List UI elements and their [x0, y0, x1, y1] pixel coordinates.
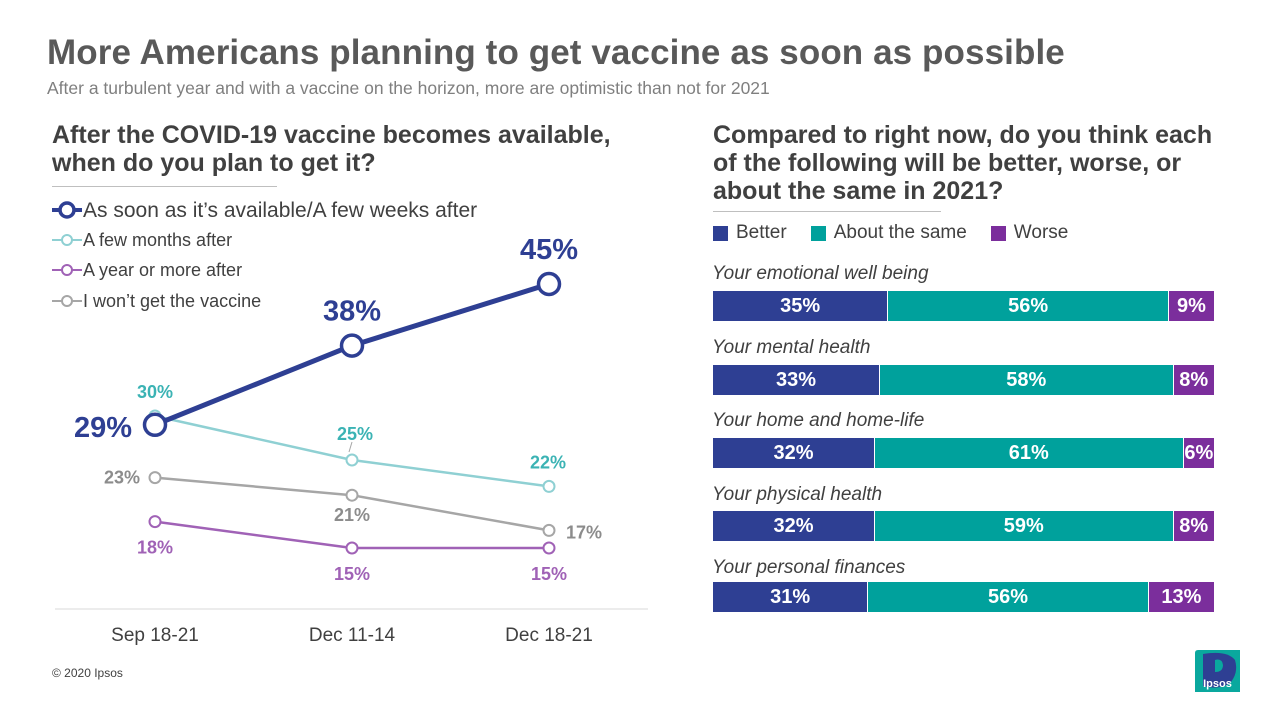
data-point [345, 541, 359, 555]
legend-label: As soon as it’s available/A few weeks af… [83, 199, 477, 222]
line-chart-title: After the COVID-19 vaccine becomes avail… [52, 121, 611, 177]
bar-row: 31% 56% 13% [713, 582, 1214, 612]
legend-marker [61, 264, 73, 276]
data-point [148, 515, 162, 529]
legend-label: I won’t get the vaccine [83, 291, 261, 311]
x-tick-label: Dec 11-14 [309, 625, 396, 646]
data-point [345, 488, 359, 502]
data-label: 23% [104, 468, 140, 488]
bar-segment-worse: 6% [1183, 438, 1214, 468]
bar-segment-about-the-same: 58% [880, 365, 1174, 395]
data-label: 18% [137, 538, 173, 558]
bar-segment-about-the-same: 59% [874, 511, 1174, 541]
data-label: 22% [530, 452, 566, 472]
copyright: © 2020 Ipsos [52, 666, 123, 680]
line-chart-title-rule [52, 186, 277, 187]
legend-label: About the same [833, 222, 967, 243]
bar-segment-better: 33% [713, 365, 880, 395]
legend-label: Better [736, 222, 787, 243]
category-label: Your emotional well being [712, 263, 929, 284]
legend-label: A year or more after [83, 260, 242, 280]
legend-marker [61, 295, 73, 307]
legend-item-4: I won’t get the vaccine [52, 291, 261, 311]
legend-item-2: A few months after [52, 230, 232, 250]
data-label: 25% [337, 424, 373, 444]
bar-row: 33% 58% 8% [713, 365, 1214, 395]
bar-segment-worse: 8% [1173, 511, 1214, 541]
legend-item-1: As soon as it’s available/A few weeks af… [52, 199, 477, 222]
category-label: Your personal finances [712, 557, 906, 578]
data-point [542, 541, 556, 555]
data-label: 30% [137, 382, 173, 402]
bar-segment-about-the-same: 56% [868, 582, 1149, 612]
bar-row: 32% 59% 8% [713, 511, 1214, 541]
line-chart: As soon as it’s available/A few weeks af… [52, 199, 648, 646]
bar-chart-legend: Better About the same Worse [713, 222, 1068, 244]
data-label: 45% [520, 234, 578, 266]
legend-label: A few months after [83, 230, 232, 250]
data-label: 21% [334, 505, 370, 525]
data-point [142, 412, 168, 438]
legend-item-3: A year or more after [52, 260, 242, 280]
legend-marker [58, 201, 76, 219]
data-point [148, 471, 162, 485]
data-point [339, 333, 365, 358]
data-label: 15% [531, 564, 567, 584]
legend-swatch [810, 225, 826, 241]
data-point [542, 523, 556, 537]
data-point [536, 271, 562, 297]
x-tick-label: Dec 18-21 [505, 625, 593, 646]
data-label: 15% [334, 564, 370, 584]
category-label: Your home and home-life [712, 410, 925, 431]
ipsos-logo: Ipsos [1195, 650, 1240, 692]
category-label: Your physical health [712, 484, 883, 505]
bar-chart-title: Compared to right now, do you think each… [713, 121, 1213, 205]
legend-marker [61, 234, 73, 246]
bar-row: 35% 56% 9% [713, 291, 1214, 321]
data-label: 17% [566, 522, 602, 542]
logo-text: Ipsos [1203, 678, 1232, 690]
x-tick-label: Sep 18-21 [111, 625, 199, 646]
data-point [542, 479, 556, 493]
legend-swatch [713, 225, 728, 241]
page-subtitle: After a turbulent year and with a vaccin… [47, 78, 770, 98]
bar-segment-worse: 8% [1173, 365, 1214, 395]
data-point [345, 453, 359, 467]
bar-segment-better: 32% [713, 511, 875, 541]
bar-legend-item-worse: Worse [990, 222, 1069, 244]
bar-row: 32% 61% 6% [713, 438, 1214, 468]
leader-line [348, 441, 353, 453]
page-title: More Americans planning to get vaccine a… [47, 33, 1065, 72]
bar-segment-better: 32% [713, 438, 875, 468]
bar-segment-better: 31% [713, 582, 869, 612]
bar-segment-about-the-same: 56% [888, 291, 1169, 321]
bar-segment-about-the-same: 61% [874, 438, 1184, 468]
legend-label: Worse [1013, 222, 1069, 243]
data-label: 38% [323, 296, 381, 328]
category-label: Your mental health [712, 337, 871, 358]
data-label: 29% [74, 412, 132, 444]
bar-legend-item-better: Better [713, 222, 787, 244]
bar-legend-item-about-the-same: About the same [810, 222, 967, 244]
bar-segment-worse: 9% [1168, 291, 1214, 321]
legend-swatch [990, 225, 1006, 241]
bar-chart-title-rule [713, 211, 941, 212]
bar-segment-better: 35% [713, 291, 889, 321]
bar-segment-worse: 13% [1148, 582, 1214, 612]
